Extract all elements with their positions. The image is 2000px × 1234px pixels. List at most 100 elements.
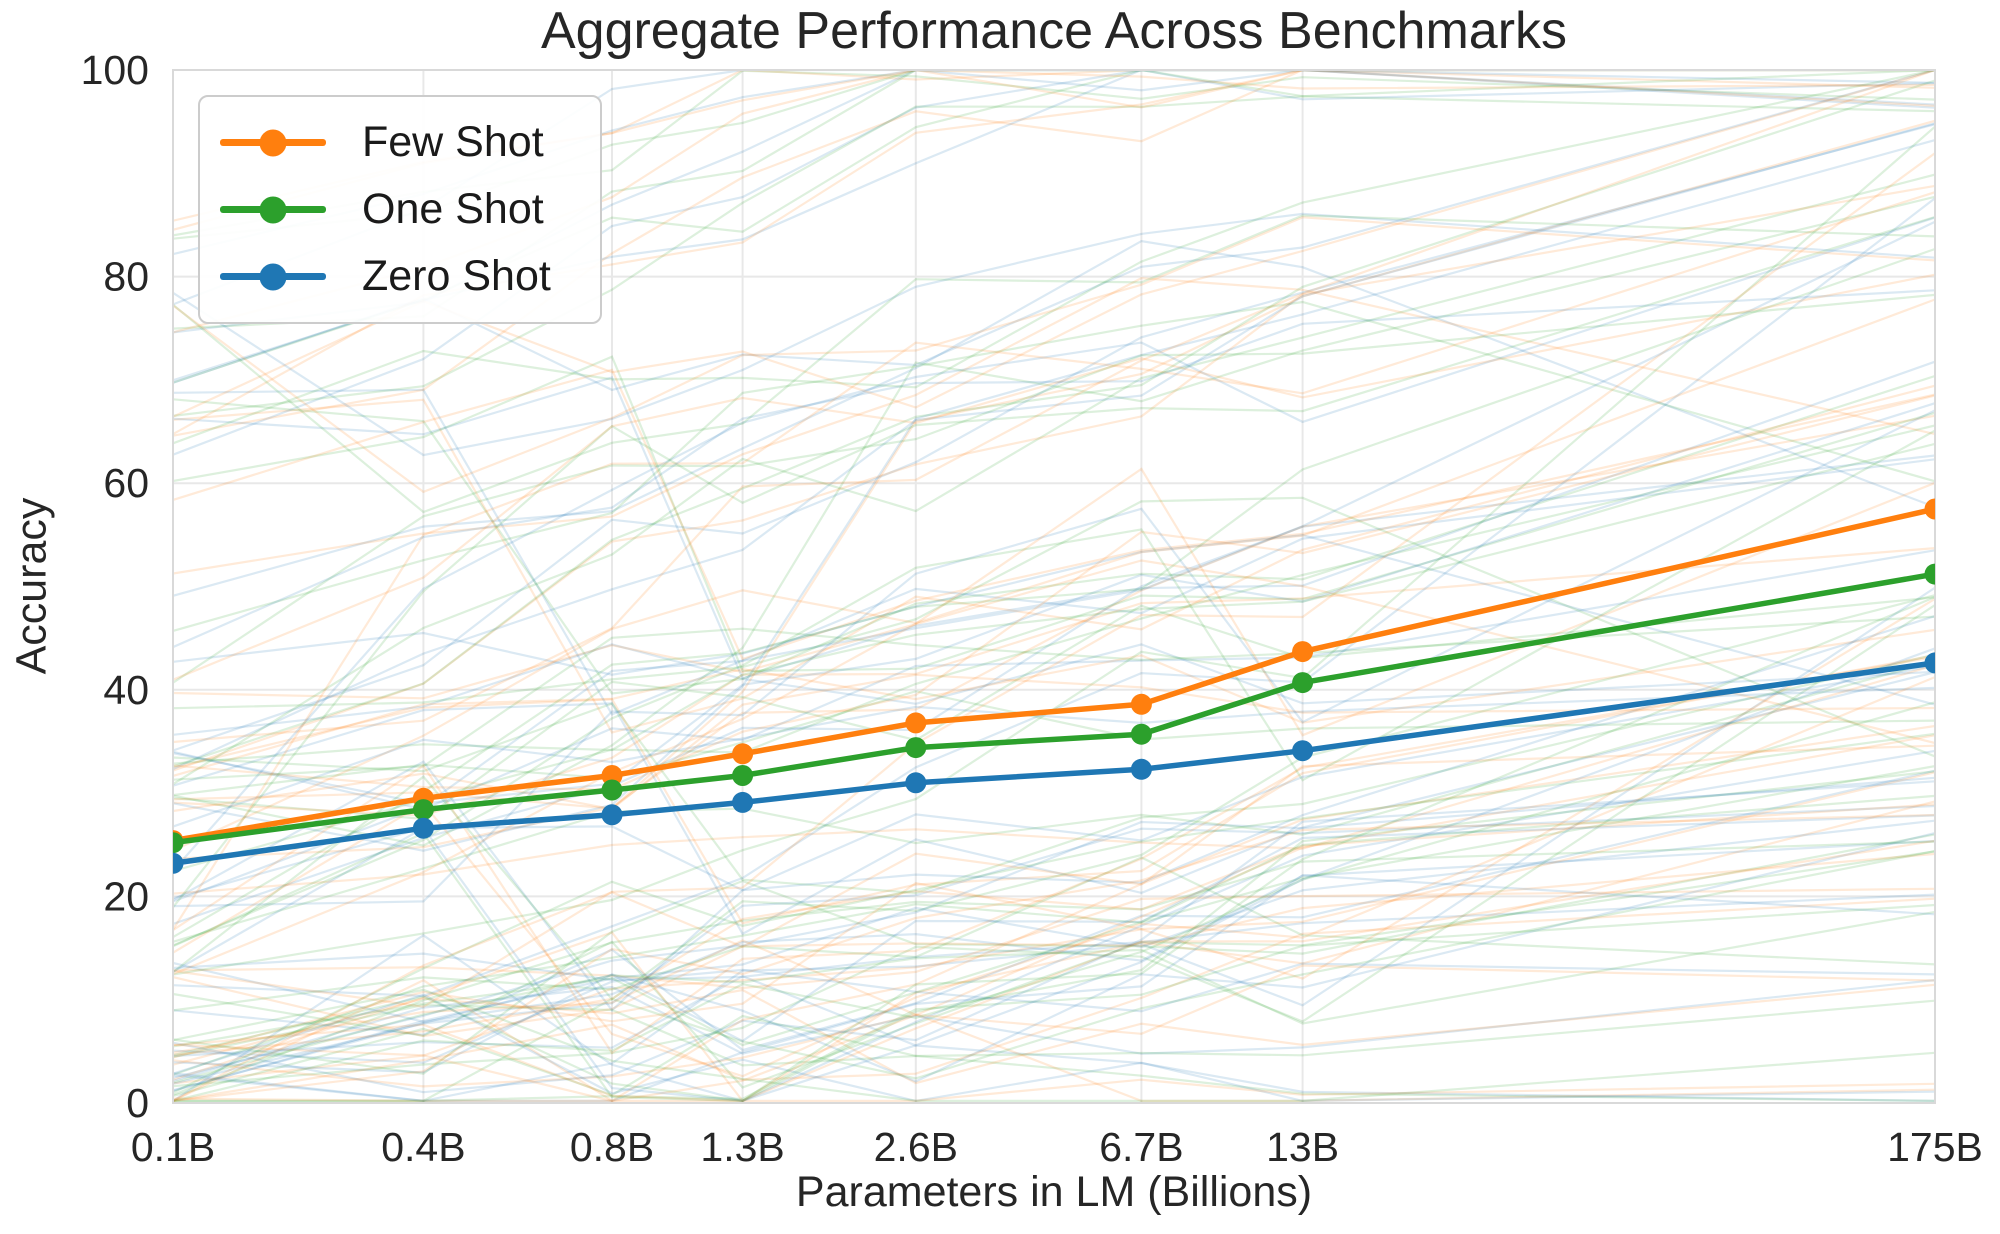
benchmark-line [173,686,1935,828]
benchmark-line [173,429,1935,947]
benchmark-line [173,184,1935,772]
benchmark-line [173,655,1935,1055]
benchmark-line [173,974,1935,1102]
y-axis-label: Accuracy [7,497,56,675]
data-point-marker [601,765,623,786]
benchmark-line [173,604,1935,1088]
legend-swatch [220,262,326,292]
benchmark-line [173,173,1935,786]
benchmark-line [173,414,1935,860]
legend-item-one-shot: One Shot [220,185,580,234]
x-tick-label: 2.6B [874,1124,958,1170]
chart-title: Aggregate Performance Across Benchmarks [540,2,1568,60]
legend-marker-icon [259,196,287,223]
benchmark-line [173,664,1935,895]
legend-label: One Shot [362,185,544,233]
benchmark-line [173,454,1935,925]
data-point-marker [1924,652,1935,674]
y-tick-label: 40 [103,667,149,713]
benchmark-line [173,749,1935,1103]
benchmark-line [173,123,1935,752]
x-tick-label: 1.3B [700,1124,784,1170]
benchmark-line [173,724,1935,1103]
benchmark-line [173,70,1935,445]
benchmark-line [173,594,1935,1001]
benchmark-line [173,852,1935,1038]
benchmark-line [173,70,1935,437]
benchmark-line [173,559,1935,745]
benchmark-line [173,220,1935,903]
legend: Few Shot One Shot Zero Shot [198,95,602,324]
data-point-marker [1924,563,1935,585]
x-tick-label: 6.7B [1099,1124,1183,1170]
x-axis-label: Parameters in LM (Billions) [795,1168,1313,1216]
data-point-marker [1130,723,1152,745]
benchmark-line [173,615,1935,781]
series-line [173,571,1935,846]
legend-item-few-shot: Few Shot [220,118,580,167]
y-tick-label: 20 [103,873,149,919]
benchmark-line [173,70,1935,744]
y-tick-label: 60 [103,460,149,506]
benchmark-line [173,839,1935,1103]
benchmark-line [173,442,1935,765]
benchmark-line [173,673,1935,813]
benchmark-line [173,897,1935,1102]
benchmark-line [173,597,1935,1085]
x-tick-label: 0.4B [381,1124,465,1170]
benchmark-line [173,191,1935,931]
legend-swatch [220,128,326,158]
data-point-marker [732,791,754,813]
x-tick-label: 175B [1887,1124,1983,1170]
benchmark-line [173,1023,1935,1103]
data-point-marker [1130,758,1152,780]
benchmark-line [173,903,1935,1103]
data-point-marker [173,852,184,874]
benchmark-line [173,690,1935,797]
x-tick-label: 13B [1266,1124,1339,1170]
data-point-marker [601,779,623,801]
data-point-marker [1292,641,1314,663]
benchmark-line [173,769,1935,1052]
benchmark-line [173,586,1935,1103]
legend-item-zero-shot: Zero Shot [220,252,580,301]
tick-labels: 0 20 40 60 80 100 0.1B 0.4B 0.8B 1.3B 2.6B 6.7B 13B 1… [81,47,1983,1170]
benchmark-line [173,70,1935,456]
x-tick-label: 0.8B [570,1124,654,1170]
benchmark-line [173,794,1935,1048]
benchmark-line [173,402,1935,805]
benchmark-line [173,355,1935,673]
y-tick-label: 80 [103,254,149,300]
data-point-marker [412,817,434,839]
data-point-marker [601,804,623,826]
plot-frame [172,69,1936,1104]
x-tick-label: 0.1B [131,1124,215,1170]
series-line [173,660,1935,867]
benchmark-line [173,676,1935,1078]
benchmark-line [173,939,1935,1054]
data-point-marker [1292,740,1314,762]
benchmark-line [173,983,1935,1085]
series-line [173,506,1935,844]
legend-label: Few Shot [362,118,544,166]
benchmark-line [173,215,1935,908]
benchmark-line [173,214,1935,514]
benchmark-line [173,653,1935,895]
benchmark-line [173,628,1935,777]
series-zero-shot [173,652,1935,874]
benchmark-line [173,533,1935,706]
legend-marker-icon [259,263,287,290]
benchmark-line [173,819,1935,1092]
benchmark-line [173,744,1935,1102]
benchmark-line [173,388,1935,716]
data-point-marker [732,743,754,765]
benchmark-line [173,962,1935,1064]
benchmark-line [173,671,1935,936]
benchmark-line [173,647,1935,1103]
benchmark-line [173,840,1935,1096]
benchmark-line [173,216,1935,494]
series-one-shot [173,563,1935,854]
benchmark-line [173,893,1935,982]
benchmark-line [173,394,1935,791]
